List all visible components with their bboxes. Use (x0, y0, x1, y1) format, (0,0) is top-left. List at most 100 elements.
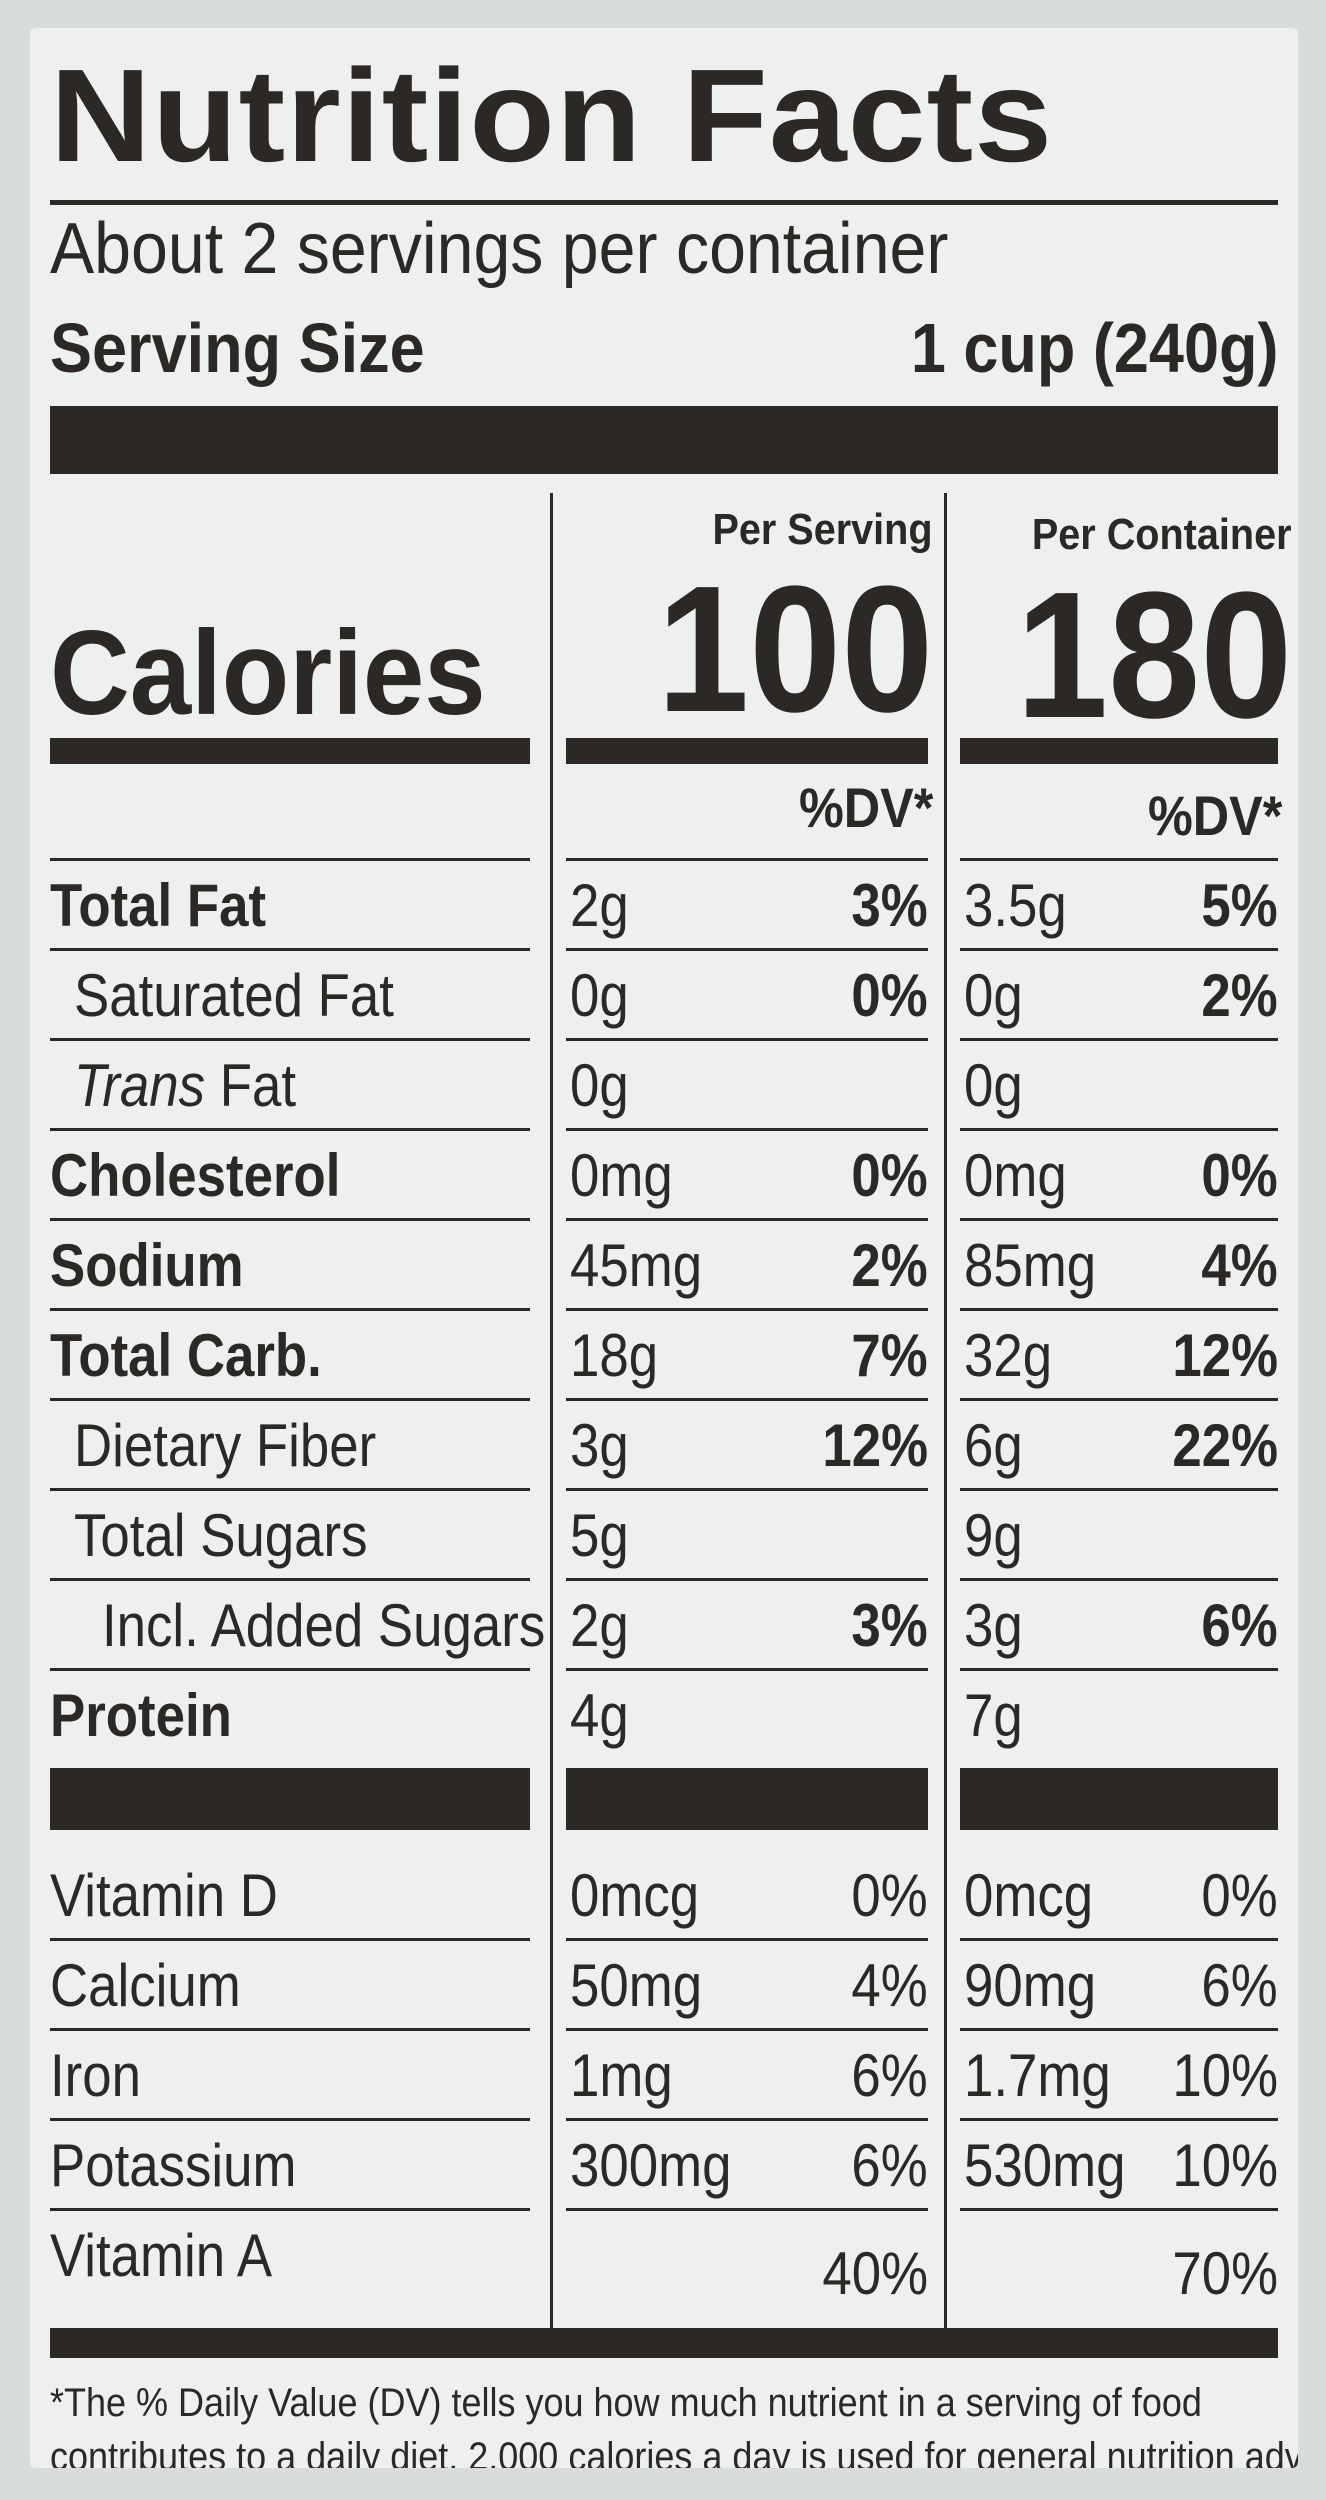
row-separator (50, 2118, 530, 2121)
vitamin-container-amount: 530mg (964, 2132, 1126, 2199)
serving-dv: 3% (851, 1592, 928, 1659)
row-separator (566, 1938, 928, 1941)
servings-per-container: About 2 servings per container (50, 209, 949, 289)
vitamin-serving-dv: 0% (851, 1862, 928, 1929)
vitamin-serving-amount: 50mg (570, 1952, 703, 2019)
row-separator (566, 1398, 928, 1401)
vitamin-serving-amount: 1mg (570, 2042, 673, 2109)
row-separator (566, 1128, 928, 1131)
vitamin-name: Vitamin D (50, 1862, 278, 1929)
thick-divider-bottom (50, 2328, 1278, 2358)
per-serving-header: Per Serving (712, 505, 933, 554)
serving-amount: 18g (570, 1322, 659, 1389)
row-separator (960, 1938, 1278, 1941)
serving-amount: 0g (570, 1052, 629, 1119)
serving-amount: 2g (570, 1592, 629, 1659)
vitamin-serving-amount: 0mcg (570, 1862, 700, 1929)
row-separator (50, 1128, 530, 1131)
row-separator (960, 2028, 1278, 2031)
row-separator (50, 2208, 530, 2211)
vitamin-serving-dv: 6% (851, 2132, 928, 2199)
row-separator (960, 1488, 1278, 1491)
vitamin-container-dv: 0% (1201, 1862, 1278, 1929)
row-separator (960, 2208, 1278, 2211)
serving-amount: 3g (570, 1412, 629, 1479)
vitamin-serving-dv: 4% (851, 1952, 928, 2019)
row-separator (50, 1398, 530, 1401)
container-amount: 0g (964, 1052, 1023, 1119)
footnote-line-1: *The % Daily Value (DV) tells you how mu… (50, 2381, 1202, 2425)
row-separator (50, 1038, 530, 1041)
vitamin-serving-amount: 300mg (570, 2132, 732, 2199)
footnote-line-2: contributes to a daily diet, 2,000 calor… (50, 2435, 1298, 2468)
column-divider-right (944, 493, 947, 2328)
row-separator (566, 1488, 928, 1491)
row-separator (50, 1938, 530, 1941)
row-separator (960, 1578, 1278, 1581)
nutrient-name: Protein (50, 1682, 232, 1749)
calories-bar-right (960, 738, 1278, 764)
vitamin-container-dv: 6% (1201, 1952, 1278, 2019)
container-dv: 4% (1201, 1232, 1278, 1299)
row-separator (50, 1578, 530, 1581)
per-container-header: Per Container (1032, 510, 1292, 559)
serving-dv: 12% (822, 1412, 928, 1479)
container-dv: 2% (1201, 962, 1278, 1029)
container-amount: 32g (964, 1322, 1053, 1389)
vitamin-container-amount: 90mg (964, 1952, 1097, 2019)
row-separator (960, 858, 1278, 861)
row-separator (960, 948, 1278, 951)
serving-size-label: Serving Size (50, 309, 425, 387)
row-separator (566, 2208, 928, 2211)
serving-size-value: 1 cup (240g) (910, 309, 1278, 387)
row-separator (566, 858, 928, 861)
vitamin-serving-dv: 6% (851, 2042, 928, 2109)
container-amount: 3.5g (964, 872, 1067, 939)
container-dv: 22% (1172, 1412, 1278, 1479)
serving-dv: 3% (851, 872, 928, 939)
container-amount: 0mg (964, 1142, 1067, 1209)
vitamin-container-amount: 0mcg (964, 1862, 1094, 1929)
row-separator (566, 1668, 928, 1671)
column-divider-left (550, 493, 553, 2328)
thick-divider-top (50, 406, 1278, 474)
container-dv: 12% (1172, 1322, 1278, 1389)
row-separator (960, 1668, 1278, 1671)
container-dv: 5% (1201, 872, 1278, 939)
nutrient-name: Total Carb. (50, 1322, 322, 1389)
vitamin-bar-right (960, 1768, 1278, 1830)
serving-amount: 5g (570, 1502, 629, 1569)
row-separator (50, 858, 530, 861)
container-amount: 6g (964, 1412, 1023, 1479)
nutrient-name-italic: Trans (74, 1052, 206, 1119)
row-separator (566, 1308, 928, 1311)
calories-bar-left (50, 738, 530, 764)
label-title: Nutrition Facts (50, 42, 1054, 189)
calories-label: Calories (50, 606, 486, 740)
serving-amount: 0g (570, 962, 629, 1029)
serving-dv: 0% (851, 1142, 928, 1209)
row-separator (566, 1578, 928, 1581)
row-separator (960, 1218, 1278, 1221)
row-separator (50, 2028, 530, 2031)
vitamin-name: Iron (50, 2042, 141, 2109)
row-separator (50, 1668, 530, 1671)
row-separator (566, 2118, 928, 2121)
row-separator (960, 1308, 1278, 1311)
row-separator (960, 1038, 1278, 1041)
container-dv: 6% (1201, 1592, 1278, 1659)
title-divider (50, 200, 1278, 205)
calories-per-serving: 100 (656, 549, 933, 750)
container-amount: 3g (964, 1592, 1023, 1659)
row-separator (50, 948, 530, 951)
serving-dv: 7% (851, 1322, 928, 1389)
calories-bar-middle (566, 738, 928, 764)
nutrient-name: Sodium (50, 1232, 244, 1299)
nutrient-name: Saturated Fat (74, 962, 394, 1029)
row-separator (566, 2028, 928, 2031)
container-amount: 7g (964, 1682, 1023, 1749)
serving-amount: 2g (570, 872, 629, 939)
nutrient-name: Total Sugars (74, 1502, 368, 1569)
serving-amount: 0mg (570, 1142, 673, 1209)
vitamin-serving-dv: 40% (822, 2240, 928, 2307)
